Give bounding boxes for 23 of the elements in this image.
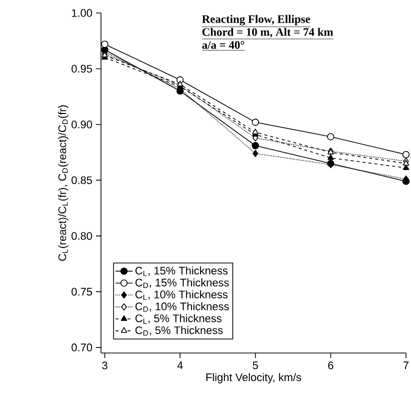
y-tick-label: 0.75: [72, 288, 92, 296]
x-tick-label: 4: [177, 362, 183, 370]
x-axis-title: Flight Velocity, km/s: [206, 373, 302, 384]
y-tick-label: 0.85: [72, 176, 92, 184]
y-tick-label: 0.90: [72, 120, 92, 128]
legend-label: C$_{L}$, 15% Thickness: [135, 266, 228, 276]
x-tick-label: 3: [102, 362, 108, 370]
y-tick-label: 0.95: [72, 64, 92, 73]
x-tick-label: 5: [252, 362, 258, 370]
legend-label: C$_{L}$, 5% Thickness: [135, 314, 222, 324]
legend-label: C$_{D}$, 15% Thickness: [135, 278, 229, 288]
x-tick-label: 6: [328, 362, 334, 370]
y-tick-label: 1.00: [72, 9, 92, 17]
legend-label: C$_{L}$, 10% Thickness: [135, 290, 228, 300]
chart-title: Reacting Flow, Ellipse: [202, 14, 310, 26]
legend-label: C$_{D}$, 5% Thickness: [135, 326, 223, 336]
x-tick-label: 7: [404, 362, 408, 370]
annotation: a/a = 40°: [202, 41, 244, 49]
legend-label: C$_{D}$, 10% Thickness: [135, 302, 229, 312]
y-tick-label: 0.70: [72, 344, 92, 352]
y-tick-label: 0.80: [72, 232, 92, 240]
text: Chord = 10 m, Alt = 74 km: [202, 28, 334, 38]
text: C$_{L}$(react)/C$_{L}$(fr), C$_{D}$(react)/C$_{D}$(fr): [58, 105, 68, 261]
